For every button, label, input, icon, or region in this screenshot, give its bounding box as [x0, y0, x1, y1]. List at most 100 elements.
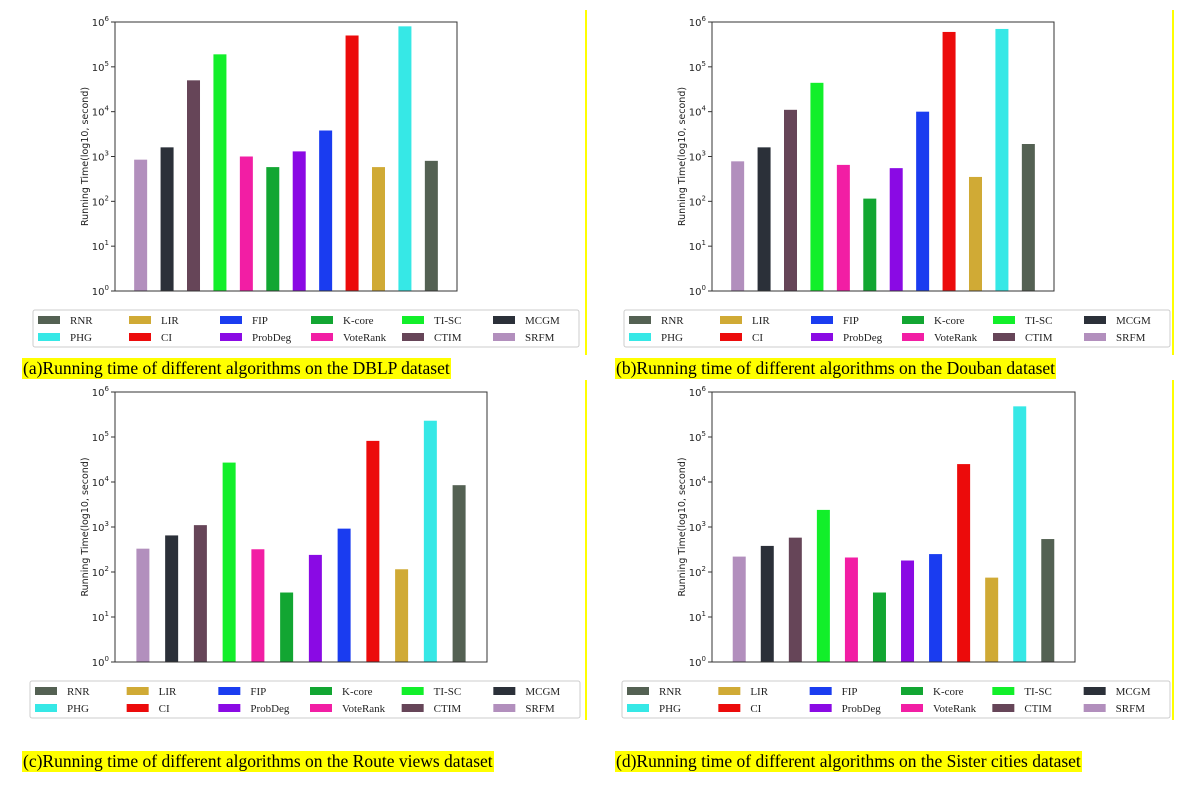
y-tick-label: 101	[92, 610, 109, 624]
y-tick-label: 104	[689, 475, 707, 489]
legend-swatch-PHG	[629, 333, 651, 341]
y-tick-label: 104	[92, 105, 110, 119]
divider-line	[585, 380, 587, 720]
y-tick-exponent: 5	[702, 430, 706, 438]
y-axis-label: Running Time(log10, second)	[80, 457, 91, 596]
legend-label-TI-SC: TI-SC	[434, 686, 462, 698]
legend-label-MCGM: MCGM	[1116, 686, 1151, 698]
legend-label-SRFM: SRFM	[525, 332, 555, 344]
y-tick-exponent: 6	[702, 15, 707, 23]
y-tick-label: 106	[689, 15, 707, 29]
bar-SRFM	[134, 159, 148, 291]
y-tick-exponent: 3	[702, 150, 706, 158]
bar-VoteRank	[239, 156, 253, 291]
legend-swatch-SRFM	[1083, 704, 1106, 712]
y-axis-label: Running Time(log10, second)	[677, 87, 688, 226]
legend-swatch-RNR	[35, 687, 57, 695]
caption-b: (b)Running time of different algorithms …	[615, 358, 1057, 379]
legend-swatch-FIP	[218, 687, 241, 695]
divider-line	[1172, 380, 1174, 720]
bar-RNR	[452, 485, 466, 662]
y-tick-exponent: 5	[105, 60, 109, 68]
bar-SRFM	[732, 556, 746, 662]
legend-swatch-ProbDeg	[809, 704, 832, 712]
legend-swatch-K-core	[902, 316, 924, 324]
legend-label-FIP: FIP	[250, 686, 266, 698]
legend-swatch-CI	[720, 333, 742, 341]
bar-ProbDeg	[901, 560, 915, 662]
bar-PHG	[995, 28, 1009, 292]
bar-MCGM	[165, 535, 179, 662]
legend-label-K-core: K-core	[933, 686, 964, 698]
bar-TI-SC	[222, 462, 236, 662]
legend-swatch-RNR	[629, 316, 651, 324]
caption-d: (d)Running time of different algorithms …	[615, 751, 1082, 772]
y-tick-exponent: 4	[702, 475, 707, 483]
legend-box	[623, 309, 1171, 348]
legend-label-CTIM: CTIM	[434, 703, 462, 715]
bar-FIP	[929, 554, 943, 662]
y-tick-label: 102	[689, 194, 706, 208]
legend-label-RNR: RNR	[70, 315, 93, 327]
y-tick-exponent: 3	[105, 520, 109, 528]
legend-label-RNR: RNR	[659, 686, 682, 698]
y-tick-label: 101	[689, 610, 706, 624]
legend-label-RNR: RNR	[661, 315, 684, 327]
y-tick-exponent: 0	[702, 655, 706, 663]
bar-K-core	[863, 198, 877, 291]
y-tick-exponent: 1	[702, 610, 706, 618]
bar-PHG	[1013, 406, 1027, 662]
legend-swatch-TI-SC	[401, 687, 424, 695]
y-tick-exponent: 2	[105, 194, 109, 202]
legend-swatch-TI-SC	[993, 316, 1015, 324]
legend-label-K-core: K-core	[342, 686, 373, 698]
y-tick-exponent: 3	[105, 150, 109, 158]
y-tick-label: 104	[689, 105, 707, 119]
bar-VoteRank	[836, 164, 850, 291]
y-tick-label: 106	[92, 15, 110, 29]
bar-RNR	[1021, 144, 1035, 291]
legend-swatch-MCGM	[493, 687, 516, 695]
legend-label-SRFM: SRFM	[525, 703, 555, 715]
y-tick-exponent: 1	[105, 610, 109, 618]
legend-swatch-CI	[718, 704, 741, 712]
legend-label-CI: CI	[159, 703, 170, 715]
bar-LIR	[985, 577, 999, 662]
y-tick-exponent: 4	[105, 475, 110, 483]
legend-label-TI-SC: TI-SC	[434, 315, 462, 327]
bar-FIP	[337, 528, 351, 662]
legend-label-K-core: K-core	[343, 315, 374, 327]
bar-CI	[942, 31, 956, 291]
bar-K-core	[280, 592, 294, 662]
y-tick-exponent: 0	[105, 284, 109, 292]
legend-swatch-MCGM	[1084, 316, 1106, 324]
y-tick-label: 100	[92, 655, 109, 669]
y-tick-exponent: 5	[702, 60, 706, 68]
legend-swatch-ProbDeg	[220, 333, 242, 341]
y-tick-label: 105	[92, 60, 109, 74]
y-tick-exponent: 1	[105, 239, 109, 247]
bar-FIP	[319, 130, 333, 291]
y-tick-exponent: 6	[105, 385, 110, 393]
legend-swatch-LIR	[126, 687, 149, 695]
legend-swatch-CTIM	[993, 333, 1015, 341]
bar-ProbDeg	[292, 151, 306, 291]
y-tick-exponent: 2	[702, 565, 706, 573]
bar-FIP	[916, 111, 930, 292]
y-tick-exponent: 0	[105, 655, 109, 663]
legend-swatch-CTIM	[992, 704, 1015, 712]
bar-SRFM	[136, 548, 150, 662]
legend-label-CI: CI	[161, 332, 172, 344]
legend-label-K-core: K-core	[934, 315, 965, 327]
legend-swatch-K-core	[311, 316, 333, 324]
legend-swatch-VoteRank	[902, 333, 924, 341]
legend-label-CI: CI	[750, 703, 761, 715]
legend-box	[32, 309, 580, 348]
legend-label-PHG: PHG	[67, 703, 89, 715]
bar-MCGM	[160, 147, 174, 291]
legend-label-VoteRank: VoteRank	[933, 703, 977, 715]
legend-label-VoteRank: VoteRank	[342, 703, 386, 715]
bar-PHG	[398, 26, 412, 292]
legend-swatch-TI-SC	[402, 316, 424, 324]
